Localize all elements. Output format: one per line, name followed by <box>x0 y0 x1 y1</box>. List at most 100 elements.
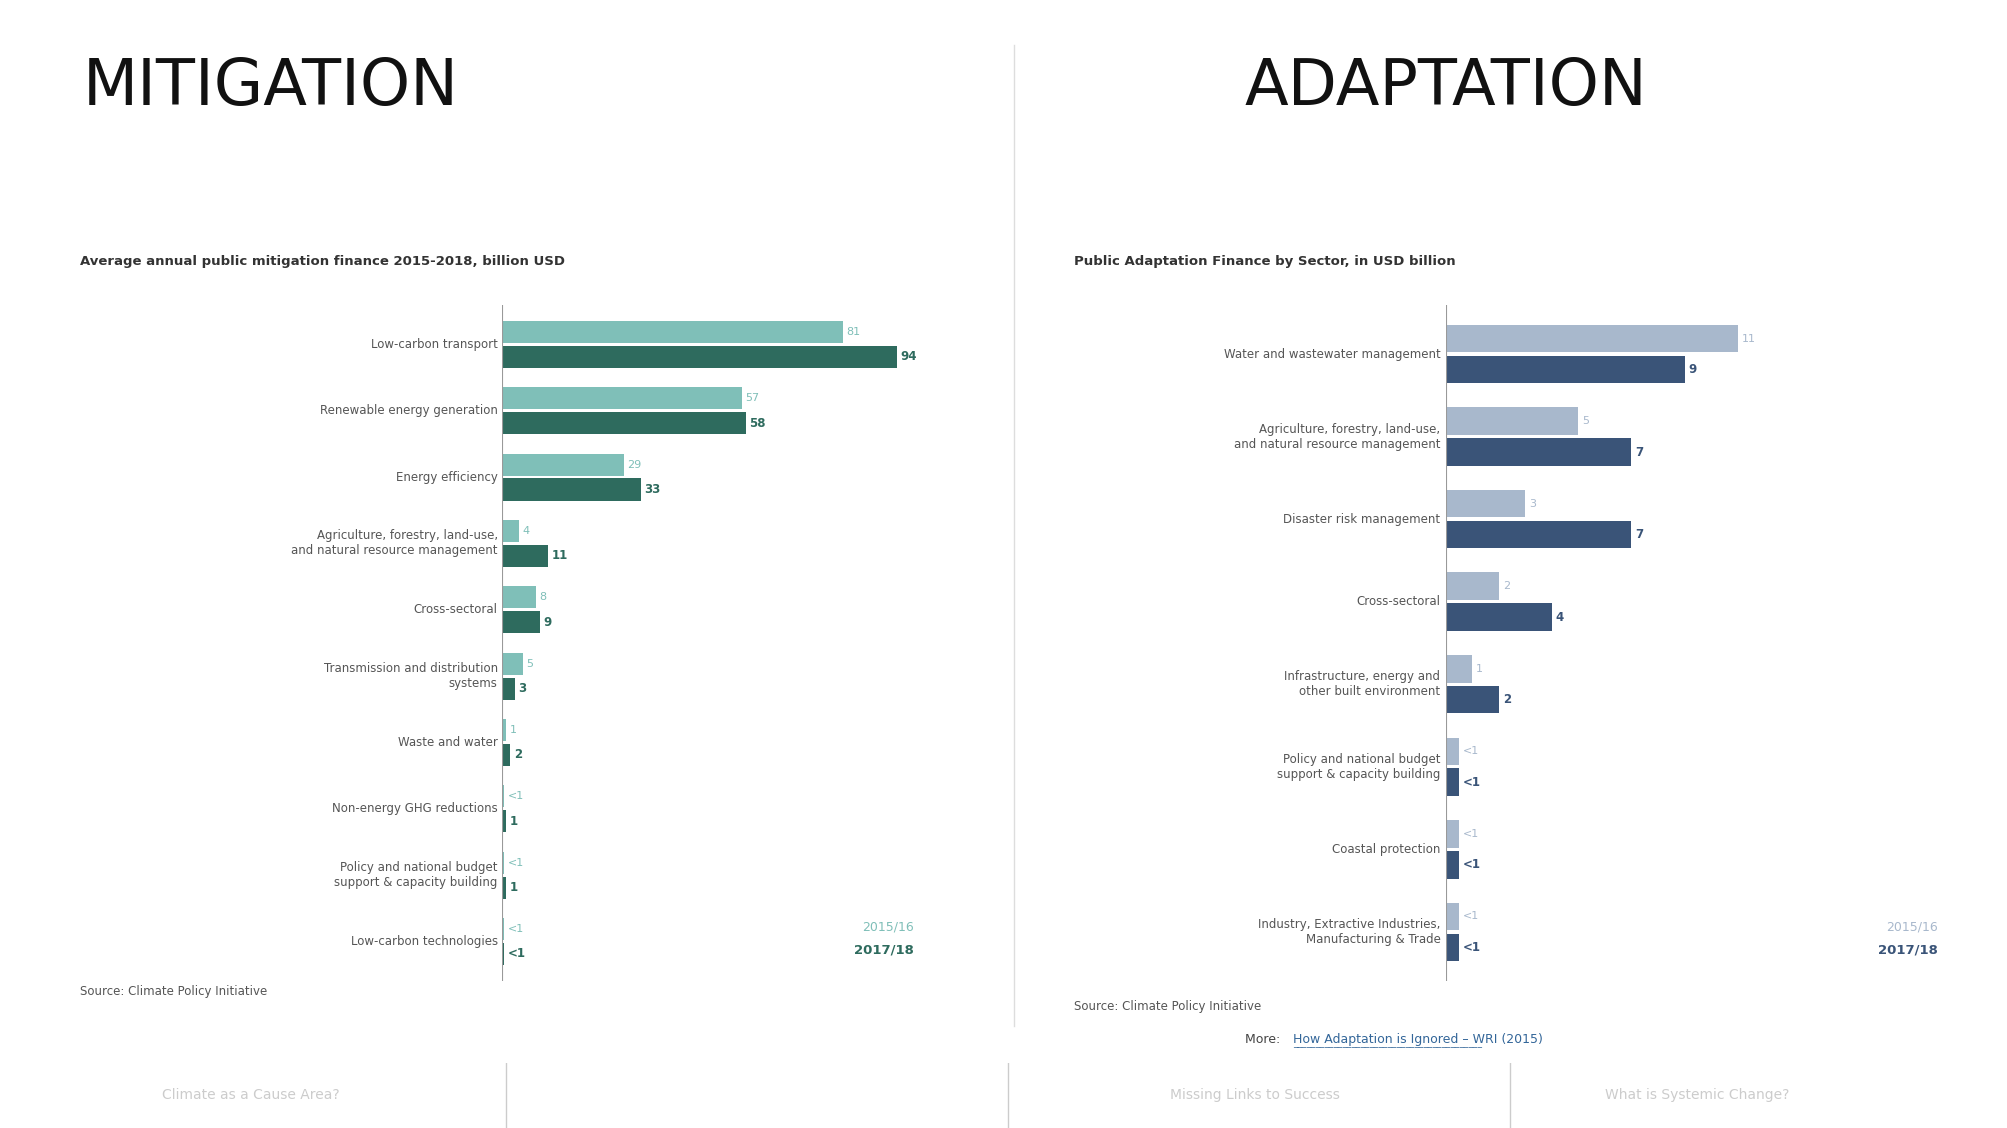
Bar <box>1445 603 1551 631</box>
Bar <box>502 412 747 434</box>
Text: Average annual public mitigation finance 2015-2018, billion USD: Average annual public mitigation finance… <box>80 255 566 268</box>
Text: 8: 8 <box>538 592 546 602</box>
Text: Source: Climate Policy Initiative: Source: Climate Policy Initiative <box>1074 999 1260 1013</box>
Bar <box>502 743 510 766</box>
Text: Low-carbon transport: Low-carbon transport <box>371 338 498 351</box>
Text: 4: 4 <box>522 526 530 536</box>
Text: __________________________________________: ________________________________________… <box>1293 1039 1481 1048</box>
Bar <box>502 678 514 699</box>
Text: 5: 5 <box>1582 416 1590 426</box>
Bar <box>502 545 548 567</box>
Text: 2: 2 <box>1501 581 1509 591</box>
Bar <box>1445 521 1630 548</box>
Bar <box>502 653 522 675</box>
Text: 11: 11 <box>552 549 568 563</box>
Bar <box>1445 655 1471 682</box>
Bar <box>1445 407 1578 435</box>
Bar <box>502 785 504 808</box>
Text: How Adaptation is Ignored – WRI (2015): How Adaptation is Ignored – WRI (2015) <box>1293 1033 1541 1047</box>
Text: 11: 11 <box>1740 334 1754 344</box>
Bar <box>1445 934 1459 961</box>
Text: Cross-sectoral: Cross-sectoral <box>1357 596 1439 608</box>
Bar <box>502 719 506 741</box>
Bar <box>502 346 897 368</box>
Text: <1: <1 <box>1463 911 1479 922</box>
Text: 1: 1 <box>1475 663 1483 673</box>
Text: Low-carbon technologies: Low-carbon technologies <box>351 935 498 948</box>
Bar <box>1445 738 1459 765</box>
Bar <box>1445 325 1736 352</box>
Text: 29: 29 <box>626 459 642 469</box>
Text: 81: 81 <box>845 327 859 337</box>
Text: 2: 2 <box>1501 694 1509 706</box>
Text: 58: 58 <box>749 416 765 430</box>
Text: 2017/18: 2017/18 <box>1877 943 1937 957</box>
Text: MITIGATION: MITIGATION <box>82 56 460 118</box>
Text: Transmission and distribution
systems: Transmission and distribution systems <box>323 662 498 690</box>
Bar <box>1445 573 1497 600</box>
Bar <box>1445 686 1497 714</box>
Text: <1: <1 <box>1463 776 1481 788</box>
Text: 7: 7 <box>1634 446 1644 459</box>
Text: Source: Climate Policy Initiative: Source: Climate Policy Initiative <box>80 985 267 998</box>
Bar <box>502 478 640 501</box>
Bar <box>502 943 504 966</box>
Text: <1: <1 <box>508 948 526 960</box>
Text: 2: 2 <box>514 749 522 761</box>
Text: <1: <1 <box>508 924 524 934</box>
Text: Infrastructure, energy and
other built environment: Infrastructure, energy and other built e… <box>1284 670 1439 698</box>
Text: 3: 3 <box>1529 499 1535 509</box>
Text: 94: 94 <box>901 351 917 363</box>
Text: 4: 4 <box>1555 610 1563 624</box>
Text: More:: More: <box>1244 1033 1284 1047</box>
Text: What is Systemic Change?: What is Systemic Change? <box>1604 1089 1788 1102</box>
Text: 9: 9 <box>1688 363 1696 376</box>
Text: <1: <1 <box>508 857 524 867</box>
Text: 9: 9 <box>544 616 552 628</box>
Bar <box>502 387 741 409</box>
Bar <box>502 611 540 633</box>
Text: 57: 57 <box>745 394 759 404</box>
Text: Water and wastewater management: Water and wastewater management <box>1222 347 1439 361</box>
Bar <box>1445 355 1684 384</box>
Bar <box>1445 768 1459 796</box>
Text: <1: <1 <box>1463 747 1479 756</box>
Text: Climate as a Cause Area?: Climate as a Cause Area? <box>163 1089 339 1102</box>
Bar <box>1445 439 1630 466</box>
Text: Public Adaptation Finance by Sector, in USD billion: Public Adaptation Finance by Sector, in … <box>1074 255 1455 268</box>
Bar <box>502 320 843 343</box>
Text: Policy and national budget
support & capacity building: Policy and national budget support & cap… <box>1276 752 1439 781</box>
Text: Cross-sectoral: Cross-sectoral <box>413 603 498 616</box>
Text: Missing Links to Success: Missing Links to Success <box>1170 1089 1339 1102</box>
Bar <box>502 876 506 899</box>
Text: 2017/18: 2017/18 <box>853 943 913 957</box>
Bar <box>502 810 506 832</box>
Text: Policy and national budget
support & capacity building: Policy and national budget support & cap… <box>335 861 498 889</box>
Text: Scale of Current Climate Efforts: Scale of Current Climate Efforts <box>642 1089 863 1102</box>
Text: Non-energy GHG reductions: Non-energy GHG reductions <box>331 802 498 816</box>
Bar <box>1445 490 1525 518</box>
Text: <1: <1 <box>1463 829 1479 839</box>
Text: Waste and water: Waste and water <box>397 735 498 749</box>
Text: Industry, Extractive Industries,
Manufacturing & Trade: Industry, Extractive Industries, Manufac… <box>1258 918 1439 946</box>
Text: Renewable energy generation: Renewable energy generation <box>319 404 498 417</box>
Text: 5: 5 <box>526 659 534 669</box>
Text: Agriculture, forestry, land-use,
and natural resource management: Agriculture, forestry, land-use, and nat… <box>291 529 498 557</box>
Text: Agriculture, forestry, land-use,
and natural resource management: Agriculture, forestry, land-use, and nat… <box>1234 423 1439 450</box>
Text: 1: 1 <box>510 881 518 895</box>
Text: Coastal protection: Coastal protection <box>1331 843 1439 856</box>
Text: 3: 3 <box>518 682 526 695</box>
Text: ADAPTATION: ADAPTATION <box>1244 56 1646 118</box>
Bar <box>502 587 536 608</box>
Text: 2015/16: 2015/16 <box>861 920 913 934</box>
Text: 1: 1 <box>510 814 518 828</box>
Text: <1: <1 <box>1463 941 1481 954</box>
Bar <box>1445 902 1459 931</box>
Text: <1: <1 <box>1463 858 1481 871</box>
Bar <box>502 520 518 543</box>
Text: <1: <1 <box>508 792 524 801</box>
Text: 2015/16: 2015/16 <box>1885 920 1937 934</box>
Bar <box>502 453 624 476</box>
Bar <box>502 852 504 874</box>
Text: Disaster risk management: Disaster risk management <box>1282 512 1439 526</box>
